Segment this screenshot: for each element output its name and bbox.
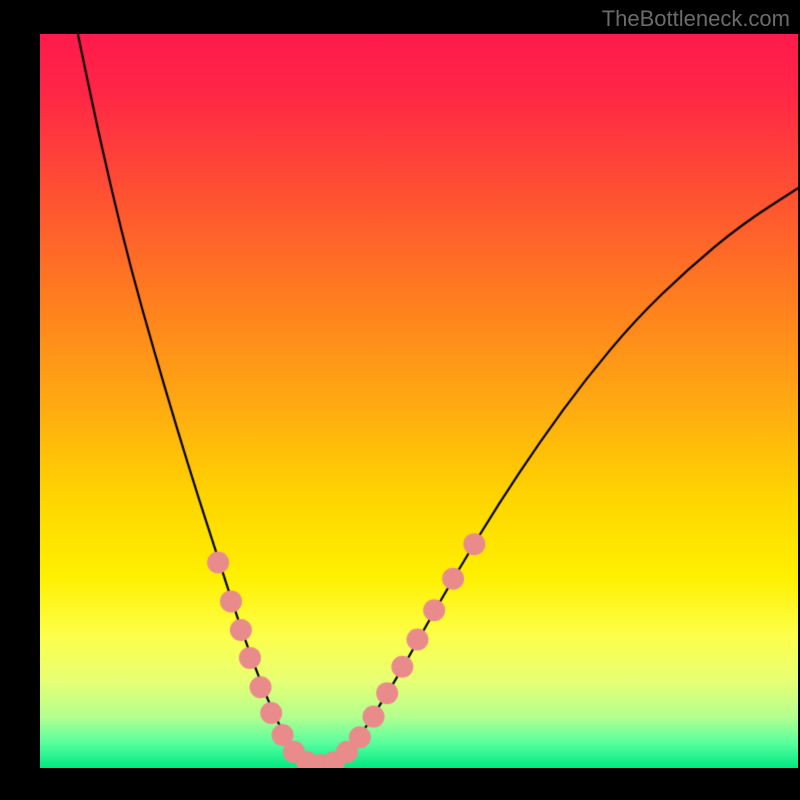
chart-stage: TheBottleneck.com (0, 0, 800, 800)
watermark-text: TheBottleneck.com (602, 6, 790, 32)
curve-canvas (40, 34, 798, 768)
plot-area (40, 34, 798, 768)
